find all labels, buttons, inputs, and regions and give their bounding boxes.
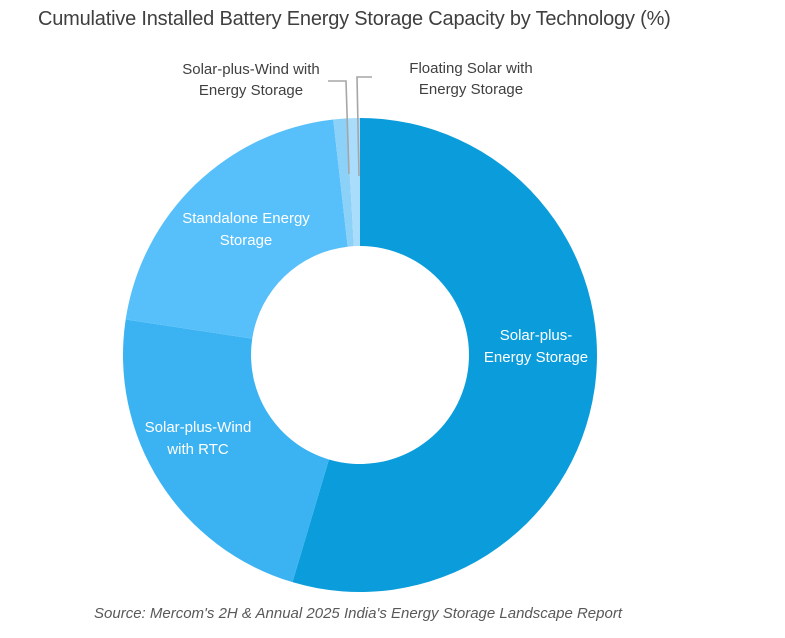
donut-segment-standalone-energy-storage xyxy=(125,119,348,339)
donut-segment-solar-plus-energy-storage xyxy=(292,118,597,592)
leader-line-solar-plus-wind-with-energy-storage xyxy=(328,80,350,175)
chart-title: Cumulative Installed Battery Energy Stor… xyxy=(38,8,671,30)
slice-label-line: Energy Storage xyxy=(198,82,304,99)
donut-segment-floating-solar-with-energy-storage xyxy=(346,118,360,247)
slice-label-line: Solar-plus-Wind with xyxy=(182,61,320,78)
slice-label-standalone-energy-storage: Standalone Energy Storage xyxy=(182,208,310,252)
leader-lines xyxy=(328,76,372,177)
slice-label-line: Energy Storage xyxy=(483,349,589,366)
slice-label-line: Storage xyxy=(219,232,273,249)
donut-segments xyxy=(123,118,597,592)
slice-label-line: Solar-plus- xyxy=(499,327,573,344)
slice-label-line: Solar-plus-Wind xyxy=(144,419,252,436)
slice-label-line: Standalone Energy xyxy=(182,210,310,227)
slice-label-line: Floating Solar with xyxy=(409,60,533,77)
slice-label-solar-plus-wind-with-rtc: Solar-plus-Wind with RTC xyxy=(145,417,252,461)
donut-segment-solar-plus-wind-with-energy-storage xyxy=(333,118,354,247)
source-note: Source: Mercom's 2H & Annual 2025 India'… xyxy=(94,605,622,622)
slice-label-floating-solar-with-energy-storage: Floating Solar with Energy Storage xyxy=(409,58,532,100)
slice-label-solar-plus-energy-storage: Solar-plus- Energy Storage xyxy=(484,325,588,369)
slice-label-line: Energy Storage xyxy=(418,81,524,98)
leader-line-floating-solar-with-energy-storage xyxy=(356,76,372,177)
donut-segment-solar-plus-wind-with-rtc xyxy=(123,319,329,583)
slice-label-solar-plus-wind-with-energy-storage: Solar-plus-Wind with Energy Storage xyxy=(182,59,320,101)
slice-label-line: with RTC xyxy=(167,441,229,458)
